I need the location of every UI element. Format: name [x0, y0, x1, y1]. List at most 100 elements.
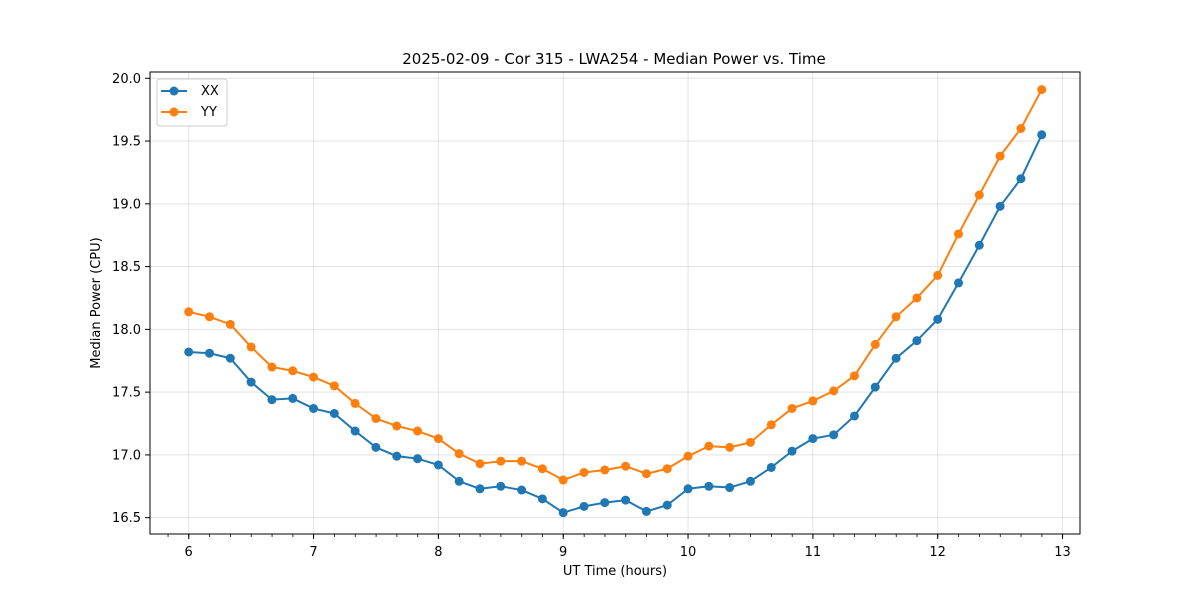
y-axis-ticks: 16.5 17.0 17.5 18.0 18.5 19.0 19.5 20.0 [112, 72, 150, 526]
y-tick-label: 20.0 [112, 72, 141, 87]
y-tick-label: 16.5 [112, 511, 141, 526]
data-point-yy [662, 464, 672, 474]
data-point-xx [454, 476, 464, 486]
x-tick-label: 12 [929, 545, 946, 560]
data-point-yy [725, 442, 735, 452]
data-point-yy [579, 467, 589, 477]
data-point-yy [267, 362, 277, 372]
data-point-yy [808, 396, 818, 406]
data-point-xx [704, 481, 714, 491]
x-tick-label: 6 [185, 545, 193, 560]
data-point-yy [891, 312, 901, 322]
data-point-xx [246, 377, 256, 387]
data-point-xx [558, 508, 568, 518]
series-yy-line [188, 89, 1043, 482]
data-point-yy [912, 293, 922, 303]
data-point-yy [933, 270, 943, 280]
x-tick-label: 8 [434, 545, 442, 560]
data-point-xx [662, 500, 672, 510]
data-point-yy [766, 420, 776, 430]
data-point-yy [621, 461, 631, 471]
data-point-yy [600, 465, 610, 475]
data-point-yy [246, 342, 256, 352]
data-point-xx [475, 484, 485, 494]
data-point-xx [600, 498, 610, 508]
data-point-yy [787, 403, 797, 413]
y-tick-label: 19.5 [112, 135, 141, 150]
data-point-xx [954, 278, 964, 288]
y-tick-label: 18.0 [112, 323, 141, 338]
data-point-yy [954, 229, 964, 239]
data-point-xx [787, 446, 797, 456]
grid [150, 72, 1080, 534]
data-point-yy [745, 437, 755, 447]
data-point-xx [537, 494, 547, 504]
data-point-yy [225, 319, 235, 329]
data-point-yy [496, 456, 506, 466]
data-point-yy [517, 456, 527, 466]
data-point-yy [350, 398, 360, 408]
series-group [184, 85, 1047, 518]
legend: XX YY [156, 78, 228, 127]
series-xx [184, 130, 1047, 518]
data-point-yy [870, 339, 880, 349]
data-point-yy [392, 421, 402, 431]
data-point-xx [1037, 130, 1047, 140]
chart-title: 2025-02-09 - Cor 315 - LWA254 - Median P… [402, 50, 826, 68]
data-point-xx [995, 201, 1005, 211]
data-point-xx [579, 501, 589, 511]
x-tick-label: 7 [309, 545, 317, 560]
data-point-yy [371, 414, 381, 423]
y-tick-label: 18.5 [112, 260, 141, 275]
data-point-xx [641, 506, 651, 516]
series-yy [184, 85, 1047, 485]
data-point-yy [995, 151, 1005, 161]
data-point-yy [829, 386, 839, 396]
data-point-yy [205, 312, 215, 322]
x-tick-label: 11 [805, 545, 822, 560]
data-point-xx [205, 348, 215, 358]
data-point-xx [329, 408, 339, 418]
data-point-xx [433, 460, 443, 470]
data-point-yy [641, 469, 651, 479]
data-point-yy [433, 434, 443, 444]
data-point-xx [184, 347, 194, 357]
x-tick-label: 10 [680, 545, 697, 560]
data-point-yy [1037, 85, 1047, 95]
data-point-xx [225, 353, 235, 363]
data-point-xx [371, 442, 381, 452]
data-point-xx [267, 395, 277, 405]
data-point-xx [912, 336, 922, 346]
legend-yy-label: YY [200, 105, 217, 120]
x-axis-ticks: 6 7 8 9 10 11 12 13 [167, 534, 1071, 560]
data-point-xx [725, 483, 735, 493]
data-point-yy [849, 371, 859, 381]
data-point-xx [849, 411, 859, 421]
data-point-xx [1016, 174, 1026, 184]
data-point-yy [475, 459, 485, 469]
data-point-xx [829, 430, 839, 440]
y-tick-label: 19.0 [112, 197, 141, 212]
data-point-xx [392, 451, 402, 461]
data-point-xx [891, 353, 901, 363]
plot-frame [149, 71, 1081, 535]
data-point-yy [704, 441, 714, 451]
data-point-yy [1016, 123, 1026, 133]
data-point-yy [974, 190, 984, 200]
data-point-xx [808, 434, 818, 444]
data-point-xx [288, 393, 298, 403]
y-tick-label: 17.5 [112, 386, 141, 401]
legend-yy-marker [169, 107, 179, 117]
data-point-yy [184, 307, 194, 317]
series-xx-line [188, 134, 1043, 514]
data-point-xx [413, 454, 423, 464]
data-point-yy [329, 381, 339, 391]
legend-xx-label: XX [201, 84, 219, 99]
data-point-xx [745, 476, 755, 486]
data-point-yy [288, 366, 298, 376]
data-point-xx [517, 485, 527, 495]
y-axis-label: Median Power (CPU) [89, 237, 104, 368]
data-point-xx [683, 484, 693, 494]
data-point-xx [766, 462, 776, 472]
data-point-yy [413, 426, 423, 436]
